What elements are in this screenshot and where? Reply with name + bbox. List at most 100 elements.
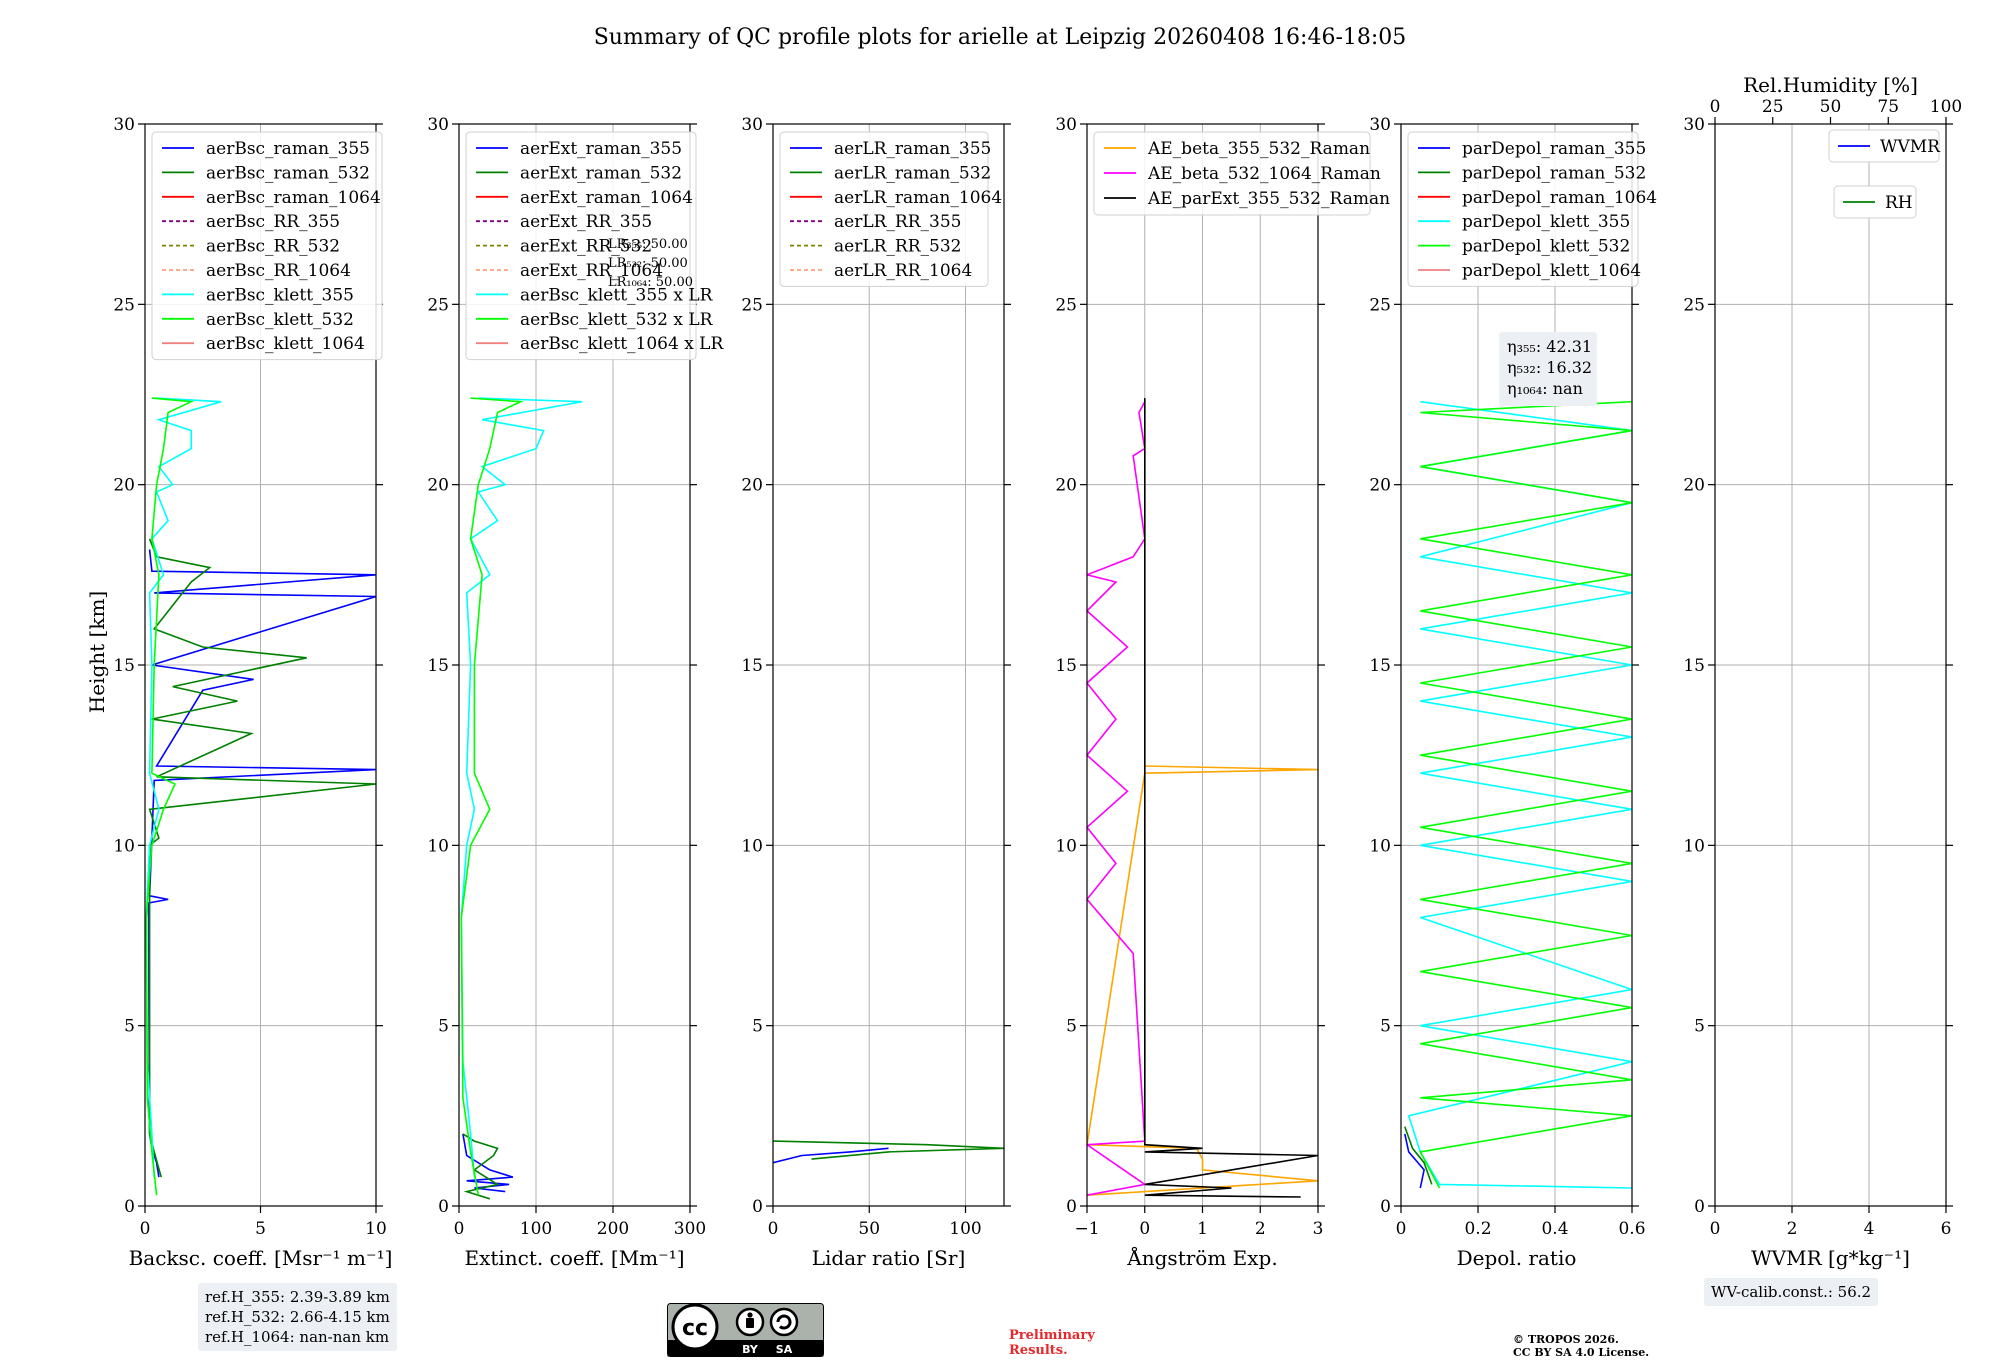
legend: aerBsc_raman_355 aerBsc_raman_532 aerBsc_r… [151,131,383,361]
y-tick-label: 15 [1369,656,1391,676]
top-x-tick-label: 75 [1877,97,1899,117]
legend-wvmr: WVMR [1828,129,1941,163]
y-tick-label: 0 [124,1197,135,1217]
legend-entry: aerBsc_klett_1064 x LR [520,334,724,354]
legend-entry: AE_parExt_355_532_Raman [1147,189,1390,209]
y-tick-label: 0 [1694,1197,1705,1217]
series-line-parDepol_raman_355 [1404,1133,1425,1189]
y-tick-label: 30 [1055,115,1077,135]
panel-backscatter: 0 5 10 15 20 25 30 0 5 10 Backsc. coeff. [Msr⁻¹ m⁻… [113,115,392,1270]
x-axis-label: Lidar ratio [Sr] [812,1246,966,1270]
legend-entry: parDepol_raman_355 [1462,139,1646,159]
series-line-AE_parExt_355_532_Raman [1144,398,1318,1198]
lr-note: LR₅₃₂: 50.00 [608,256,688,271]
x-tick-label: 0 [140,1219,151,1239]
copyright-line-1: © TROPOS 2026. [1513,1333,1619,1346]
legend-entry: parDepol_raman_1064 [1462,188,1657,208]
x-tick-label: 0.6 [1618,1219,1645,1239]
series-line-aerBsc_raman_532 [148,538,376,1178]
eta-value: η₅₃₂: 16.32 [1507,358,1592,377]
series-line-aerExt_raman_532 [462,1133,500,1200]
legend-entry: aerBsc_klett_532 [206,310,354,330]
copyright-line-2: CC BY SA 4.0 License. [1513,1346,1650,1359]
panel-depolarization: 0 5 10 15 20 25 30 0 0.2 0.4 0.6 Depol. ratio parDep… [1369,115,1657,1270]
y-tick-label: 30 [427,115,449,135]
y-tick-label: 5 [752,1017,763,1037]
cc-sa-label: SA [776,1343,793,1356]
legend-entry: aerLR_RR_1064 [834,261,972,281]
y-tick-label: 0 [1066,1197,1077,1217]
series-line-aerBsc_raman_355 [147,549,376,1178]
series-line-parDepol_raman_532 [1404,1126,1433,1185]
legend-entry: aerBsc_klett_355 x LR [520,285,714,305]
y-tick-label: 25 [1369,295,1391,315]
y-tick-label: 15 [427,656,449,676]
legend-entry: parDepol_raman_532 [1462,163,1646,183]
x-tick-label: 100 [949,1219,981,1239]
legend-entry: aerBsc_klett_1064 [206,334,365,354]
legend-entry: aerExt_RR_355 [520,212,652,232]
x-tick-label: 2 [1787,1219,1798,1239]
y-tick-label: 0 [752,1197,763,1217]
legend-entry: aerBsc_raman_532 [206,163,370,183]
x-axis-label: Backsc. coeff. [Msr⁻¹ m⁻¹] [129,1246,393,1270]
y-tick-label: 5 [124,1017,135,1037]
y-tick-label: 15 [1055,656,1077,676]
panel-lidar_ratio: 0 5 10 15 20 25 30 0 50 100 Lidar ratio [Sr] aerLR_… [741,115,1011,1270]
y-tick-label: 20 [741,476,763,496]
cc-license-logo: cc BY SA [667,1303,824,1361]
series-line-aerBsc_klett_532 [145,397,195,1196]
y-tick-label: 30 [1683,115,1705,135]
series-line-aerBsc_klett_355 [145,397,222,1178]
legend-entry: aerLR_raman_532 [834,163,991,183]
y-tick-label: 10 [427,836,449,856]
y-tick-label: 10 [1369,836,1391,856]
legend-entry: aerBsc_raman_355 [206,139,370,159]
y-tick-label: 15 [1683,656,1705,676]
legend-entry: aerLR_raman_1064 [834,188,1002,208]
figure-title: Summary of QC profile plots for arielle … [594,25,1407,50]
eta-box: η₃₅₅: 42.31 η₅₃₂: 16.32 η₁₀₆₄: nan [1499,332,1597,406]
legend-entry: aerExt_RR_1064 [520,261,663,281]
top-x-tick-label: 100 [1930,97,1962,117]
legend-entry: WVMR [1880,137,1941,157]
x-tick-label: 4 [1864,1219,1875,1239]
preliminary-notice: Preliminary Results. [1009,1328,1095,1358]
top-x-axis-label: Rel.Humidity [%] [1743,73,1918,97]
x-tick-label: 2 [1255,1219,1266,1239]
y-tick-label: 20 [1683,476,1705,496]
x-tick-label: 50 [858,1219,880,1239]
x-tick-label: 200 [597,1219,629,1239]
x-tick-label: 100 [520,1219,552,1239]
legend-entry: RH [1885,193,1913,213]
x-tick-label: 0 [1139,1219,1150,1239]
top-x-tick-label: 50 [1820,97,1842,117]
y-tick-label: 0 [1380,1197,1391,1217]
legend: AE_beta_355_532_Raman AE_beta_532_1064_Ra… [1093,131,1390,216]
legend-box [1093,131,1371,216]
legend-entry: aerLR_raman_355 [834,139,991,159]
y-tick-label: 30 [1369,115,1391,135]
legend: aerExt_raman_355 aerExt_raman_532 aerExt_r… [465,131,724,361]
x-tick-label: 0 [454,1219,465,1239]
legend-entry: aerBsc_raman_1064 [206,188,381,208]
legend-entry: aerExt_raman_355 [520,139,682,159]
preliminary-line-2: Results. [1009,1343,1068,1358]
series-group [145,397,376,1196]
legend-entry: aerExt_RR_532 [520,237,652,257]
y-tick-label: 10 [1683,836,1705,856]
legend-entry: parDepol_klett_355 [1462,212,1630,232]
y-tick-label: 30 [741,115,763,135]
y-tick-label: 20 [113,476,135,496]
y-tick-label: 25 [1683,295,1705,315]
y-tick-label: 20 [427,476,449,496]
x-axis-label: Ångström Exp. [1126,1245,1277,1270]
series-group [773,1140,1004,1164]
y-tick-label: 25 [741,295,763,315]
legend-entry: aerBsc_RR_532 [206,237,340,257]
x-axis-label: Extinct. coeff. [Mm⁻¹] [464,1246,684,1270]
top-x-tick-label: 25 [1762,97,1784,117]
cc-badge-text: cc [682,1316,708,1341]
